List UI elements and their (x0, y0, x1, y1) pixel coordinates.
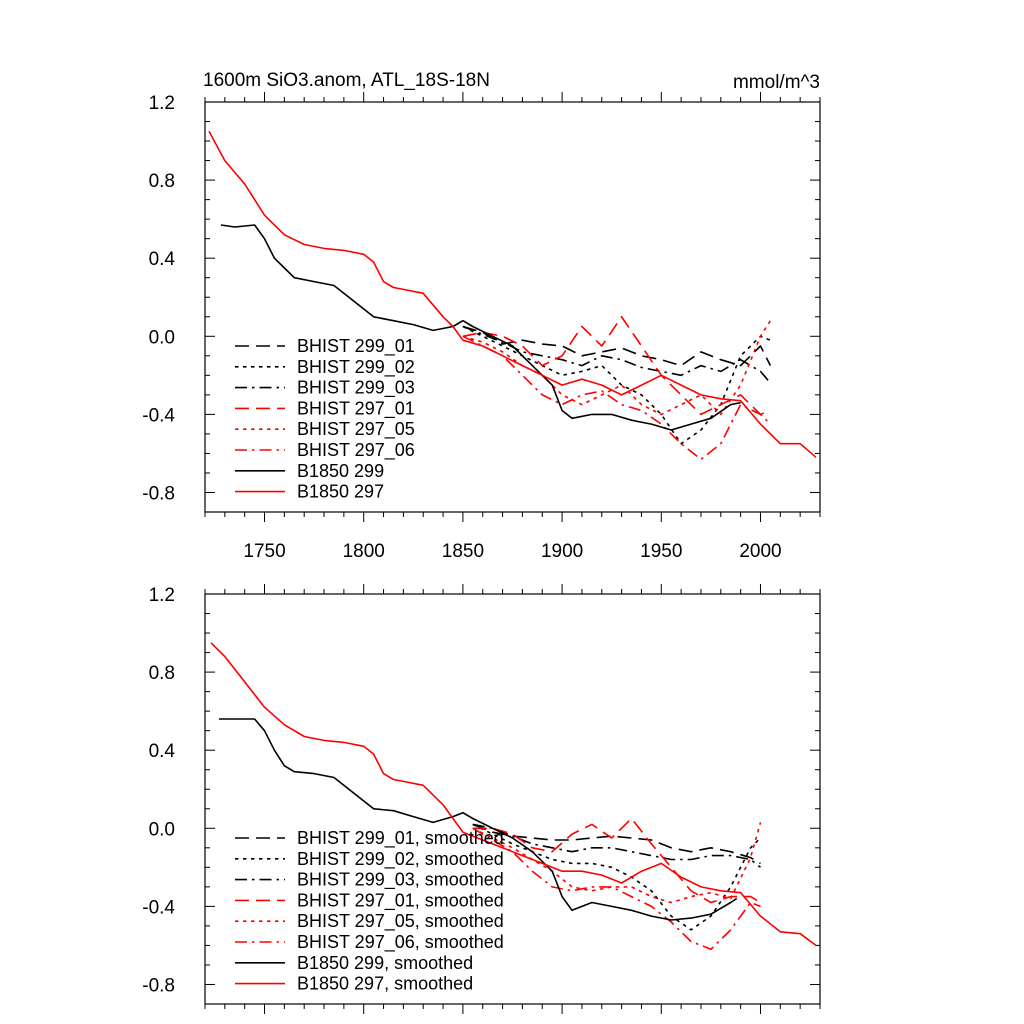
series-line-bhist-299-03 (462, 325, 772, 384)
y-tick-label: 1.2 (149, 93, 175, 114)
x-tick-label: 1950 (640, 541, 682, 562)
y-tick-label: 1.2 (149, 585, 175, 606)
legend-label: BHIST 297_06 (297, 440, 415, 461)
bottom-panel: 1.2 0.8 0.4 0.0 -0.4 -0.8 BHIST 299_01, smooth… (142, 584, 821, 1014)
series-line-b1850-297-smoothed (210, 642, 817, 947)
series-line-bhist-297-01-smoothed (472, 817, 761, 904)
series-line-bhist-299-02 (462, 325, 771, 445)
x-tick-label: 1800 (343, 541, 385, 562)
series-line-b1850-299 (220, 224, 741, 431)
legend-label: BHIST 299_02 (297, 357, 415, 378)
legend-label: B1850 297, smoothed (297, 974, 473, 994)
series-line-bhist-299-02-smoothed (472, 823, 762, 931)
legend-label: BHIST 299_03 (297, 378, 415, 399)
legend-label: B1850 299 (297, 461, 384, 481)
legend-label: BHIST 299_02, smoothed (297, 849, 504, 870)
legend-label: B1850 297 (297, 482, 384, 502)
x-tick-label: 1850 (442, 541, 484, 562)
top-panel: 1600m SiO3.anom, ATL_18S-18N mmol/m^3 1.… (142, 70, 821, 562)
plot-frame (204, 101, 821, 513)
x-tick-label: 2000 (739, 541, 781, 562)
x-tick-label: 1900 (541, 541, 583, 562)
chart-title: 1600m SiO3.anom, ATL_18S-18N (203, 70, 490, 91)
legend-label: BHIST 299_01 (297, 336, 415, 357)
series-line-b1850-297 (208, 130, 817, 458)
legend-label: B1850 299, smoothed (297, 953, 473, 973)
series-line-bhist-299-01 (462, 325, 772, 367)
legend-label: BHIST 297_01 (297, 398, 415, 419)
legend-label: BHIST 299_03, smoothed (297, 870, 504, 891)
series-line-bhist-297-05 (462, 320, 772, 416)
legend-label: BHIST 297_06, smoothed (297, 932, 504, 953)
y-tick-label: 0.0 (149, 327, 175, 348)
y-tick-label: -0.4 (142, 897, 175, 918)
y-tick-label: -0.8 (142, 975, 175, 996)
y-tick-label: 0.8 (149, 663, 175, 684)
legend-label: BHIST 297_05, smoothed (297, 911, 504, 932)
y-tick-label: 0.0 (149, 819, 175, 840)
y-tick-label: 0.4 (149, 249, 176, 270)
units-label: mmol/m^3 (733, 72, 820, 93)
series-line-bhist-297-01 (462, 315, 771, 416)
legend-label: BHIST 297_01, smoothed (297, 890, 504, 911)
y-tick-label: -0.8 (142, 483, 175, 504)
y-tick-label: 0.8 (149, 171, 175, 192)
legend-label: BHIST 297_05 (297, 419, 415, 440)
series-line-bhist-297-06 (462, 335, 771, 461)
legend-label: BHIST 299_01, smoothed (297, 828, 504, 849)
series-line-bhist-299-01-smoothed (472, 823, 761, 865)
plot-frame (204, 593, 821, 1005)
series-line-bhist-297-06-smoothed (472, 827, 761, 951)
x-tick-label: 1750 (243, 541, 285, 562)
y-tick-label: 0.4 (149, 741, 176, 762)
series-line-b1850-299-smoothed (218, 718, 738, 921)
y-tick-label: -0.4 (142, 405, 175, 426)
